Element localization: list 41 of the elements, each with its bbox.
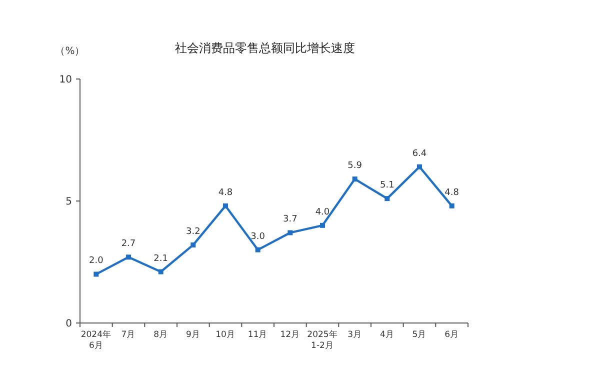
point [94,272,99,277]
data-label: 5.1 [380,180,394,191]
point [158,269,164,274]
data-label: 3.7 [283,214,298,225]
point [190,242,196,248]
point [352,176,358,182]
chart-title: 社会消费品零售总额同比增长速度 [175,41,355,55]
data-label: 5.9 [348,161,362,172]
point [417,164,422,170]
data-label: 4.8 [218,188,233,198]
x-tick-label: 6月 [444,330,460,340]
x-tick-label: 5月 [412,330,427,340]
x-tick-label: 10月 [216,330,236,340]
data-label: 2.7 [121,239,136,250]
y-tick-label: 0 [66,318,72,330]
data-label: 2.1 [154,254,168,264]
point [288,230,293,236]
x-tick-label: 3月 [348,330,362,340]
x-tick-label: 2024年 6月 [80,329,112,351]
data-label: 6.4 [412,148,427,159]
x-tick-label: 11月 [248,330,268,340]
x-tick-label: 12月 [280,330,300,340]
point [126,254,131,260]
y-axis-title: （%） [55,46,85,57]
y-tick-label: 10 [59,74,72,86]
data-label: 4.0 [315,207,330,218]
point [223,203,228,208]
data-label: 3.2 [186,226,200,237]
point [255,247,260,252]
point [320,222,325,228]
data-label: 3.0 [250,232,266,242]
x-tick-label: 8月 [154,330,168,340]
point [449,203,454,208]
x-tick-label: 4月 [380,330,394,340]
data-label: 2.0 [89,256,104,266]
y-tick-label: 5 [66,196,72,208]
x-tick-label: 2025年 1-2月 [307,329,338,351]
x-tick-label: 9月 [186,330,200,340]
data-label: 4.8 [444,188,460,198]
point [384,196,390,202]
x-tick-label: 7月 [121,330,136,340]
